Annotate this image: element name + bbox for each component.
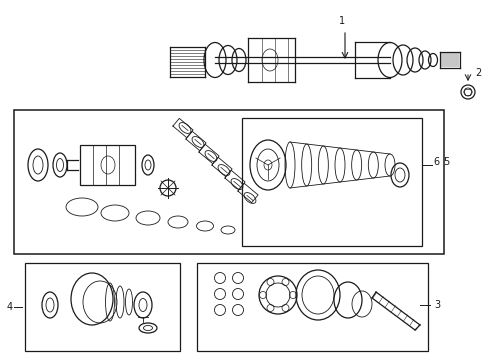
Bar (14, 110, 443, 254)
Bar (242, 118, 421, 246)
Bar (80, 145, 135, 185)
Text: 5: 5 (442, 157, 448, 167)
Text: 1: 1 (338, 16, 345, 26)
Text: 2: 2 (474, 68, 480, 78)
Text: 3: 3 (433, 300, 439, 310)
Bar (25, 263, 180, 351)
Bar (197, 263, 427, 351)
Text: 4: 4 (7, 302, 13, 312)
Text: 6: 6 (432, 157, 438, 167)
